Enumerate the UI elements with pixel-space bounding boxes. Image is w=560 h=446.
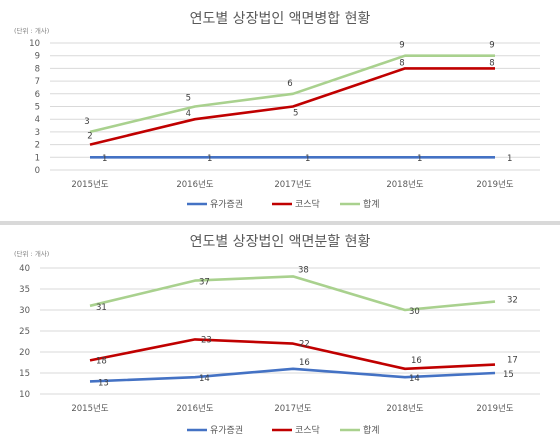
x-tick-label: 2016년도	[176, 403, 213, 414]
data-label: 1	[102, 154, 107, 164]
data-label: 9	[489, 41, 494, 51]
data-label: 8	[489, 58, 494, 68]
data-label: 15	[503, 370, 514, 380]
data-label: 3	[84, 117, 89, 127]
data-label: 5	[186, 94, 191, 104]
legend-label: 유가증권	[210, 198, 243, 210]
data-label: 18	[96, 356, 107, 366]
series-line-2	[89, 54, 495, 134]
data-label: 1	[417, 154, 422, 164]
data-label: 32	[507, 296, 518, 306]
y-tick-label: 30	[19, 306, 30, 316]
y-tick-label: 9	[35, 52, 40, 62]
x-tick-label: 2016년도	[176, 179, 213, 190]
y-tick-label: 3	[35, 128, 40, 138]
data-label: 2	[87, 132, 92, 142]
y-tick-label: 8	[35, 64, 40, 74]
data-label: 5	[293, 109, 298, 119]
data-label: 14	[409, 374, 420, 384]
chart-title: 연도별 상장법인 액면병합 현황	[190, 11, 371, 27]
data-label: 6	[287, 79, 292, 89]
data-label: 1	[305, 154, 310, 164]
x-tick-label: 2018년도	[386, 403, 423, 414]
y-tick-label: 40	[19, 264, 30, 274]
data-label: 16	[299, 358, 310, 368]
y-tick-label: 7	[35, 77, 40, 87]
x-tick-label: 2017년도	[274, 403, 311, 414]
unit-label: (단위 : 개사)	[14, 26, 49, 35]
series-line-0	[89, 367, 496, 383]
stock-split-chart: 연도별 상장법인 액면분할 현황 (단위 : 개사) 10 15 20 25 30 35 40 2…	[14, 234, 540, 436]
data-label: 14	[199, 374, 210, 384]
y-tick-label: 10	[29, 39, 40, 49]
y-tick-label: 0	[35, 166, 40, 176]
data-label: 4	[186, 109, 191, 119]
legend-label: 코스닥	[295, 425, 320, 436]
data-label: 22	[299, 340, 310, 350]
data-label: 38	[298, 265, 309, 275]
y-tick-label: 10	[19, 390, 30, 400]
stock-merger-chart: 연도별 상장법인 액면병합 현황 (단위 : 개사) 0 1 2 3 4 5 6 7 8 9 10 201…	[14, 11, 540, 210]
y-tick-label: 6	[35, 90, 40, 100]
y-tick-label: 20	[19, 348, 30, 358]
data-label: 1	[207, 154, 212, 164]
data-label: 13	[98, 378, 109, 388]
y-tick-label: 4	[35, 115, 40, 125]
y-tick-label: 5	[35, 103, 40, 113]
y-tick-label: 2	[35, 141, 40, 151]
chart-panel-stock-merger: 연도별 상장법인 액면병합 현황 (단위 : 개사) 0 1 2 3 4 5 6 7 8 9 10 201…	[0, 0, 560, 220]
legend-label: 합계	[363, 198, 380, 210]
data-label: 17	[507, 356, 518, 366]
data-label: 16	[411, 356, 422, 366]
data-label: 31	[96, 303, 107, 313]
chart-panel-stock-split: 연도별 상장법인 액면분할 현황 (단위 : 개사) 10 15 20 25 30 35 40 2…	[0, 226, 560, 446]
data-label: 30	[409, 307, 420, 317]
data-label: 8	[399, 58, 404, 68]
data-label: 23	[201, 335, 212, 345]
data-label: 9	[399, 41, 404, 51]
y-tick-label: 25	[19, 327, 30, 337]
legend-label: 합계	[363, 424, 380, 436]
x-tick-label: 2018년도	[386, 179, 423, 190]
x-tick-label: 2019년도	[476, 403, 513, 414]
data-label: 1	[507, 154, 512, 164]
chart-title: 연도별 상장법인 액면분할 현황	[190, 234, 371, 250]
series-line-1	[89, 338, 496, 371]
legend-label: 유가증권	[210, 424, 243, 436]
y-tick-label: 1	[35, 153, 40, 163]
unit-label: (단위 : 개사)	[14, 249, 49, 258]
data-label: 37	[199, 278, 210, 288]
legend-label: 코스닥	[295, 199, 320, 210]
y-tick-label: 35	[19, 285, 30, 295]
x-tick-label: 2015년도	[71, 403, 108, 414]
x-tick-label: 2019년도	[476, 179, 513, 190]
series-line-2	[89, 275, 496, 312]
series-line-1	[89, 67, 495, 146]
x-tick-label: 2017년도	[274, 179, 311, 190]
y-tick-label: 15	[19, 369, 30, 379]
panel-divider	[0, 221, 560, 225]
x-tick-label: 2015년도	[71, 179, 108, 190]
